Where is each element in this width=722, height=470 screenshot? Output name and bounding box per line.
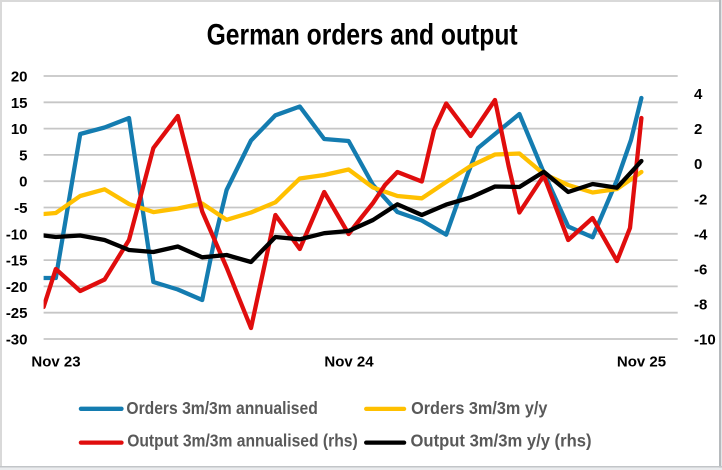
svg-text:-25: -25 [6,305,28,322]
svg-text:-30: -30 [6,332,28,349]
svg-text:15: 15 [11,95,28,112]
svg-text:2: 2 [694,121,702,138]
svg-text:-4: -4 [694,226,708,243]
svg-text:Output 3m/3m annualised (rhs): Output 3m/3m annualised (rhs) [127,431,358,451]
svg-text:0: 0 [694,156,702,173]
svg-text:-15: -15 [6,253,28,270]
svg-text:10: 10 [11,121,28,138]
svg-text:Orders 3m/3m annualised: Orders 3m/3m annualised [126,398,317,418]
svg-text:Nov 23: Nov 23 [31,354,80,371]
svg-text:Nov 24: Nov 24 [324,354,374,371]
svg-text:Nov 25: Nov 25 [617,354,666,371]
svg-text:Orders 3m/3m y/y: Orders 3m/3m y/y [411,398,548,418]
svg-text:-2: -2 [694,191,707,208]
svg-text:-8: -8 [694,297,707,314]
svg-text:German orders and output: German orders and output [207,19,518,52]
svg-text:Output 3m/3m y/y (rhs): Output 3m/3m y/y (rhs) [411,431,592,451]
svg-text:-10: -10 [6,226,28,243]
svg-text:-6: -6 [694,261,707,278]
svg-text:-20: -20 [6,279,28,296]
svg-text:0: 0 [19,174,27,191]
svg-text:4: 4 [694,86,703,103]
svg-text:-10: -10 [694,332,716,349]
svg-text:20: 20 [11,69,28,86]
svg-text:5: 5 [19,147,27,164]
svg-text:-5: -5 [14,200,27,217]
